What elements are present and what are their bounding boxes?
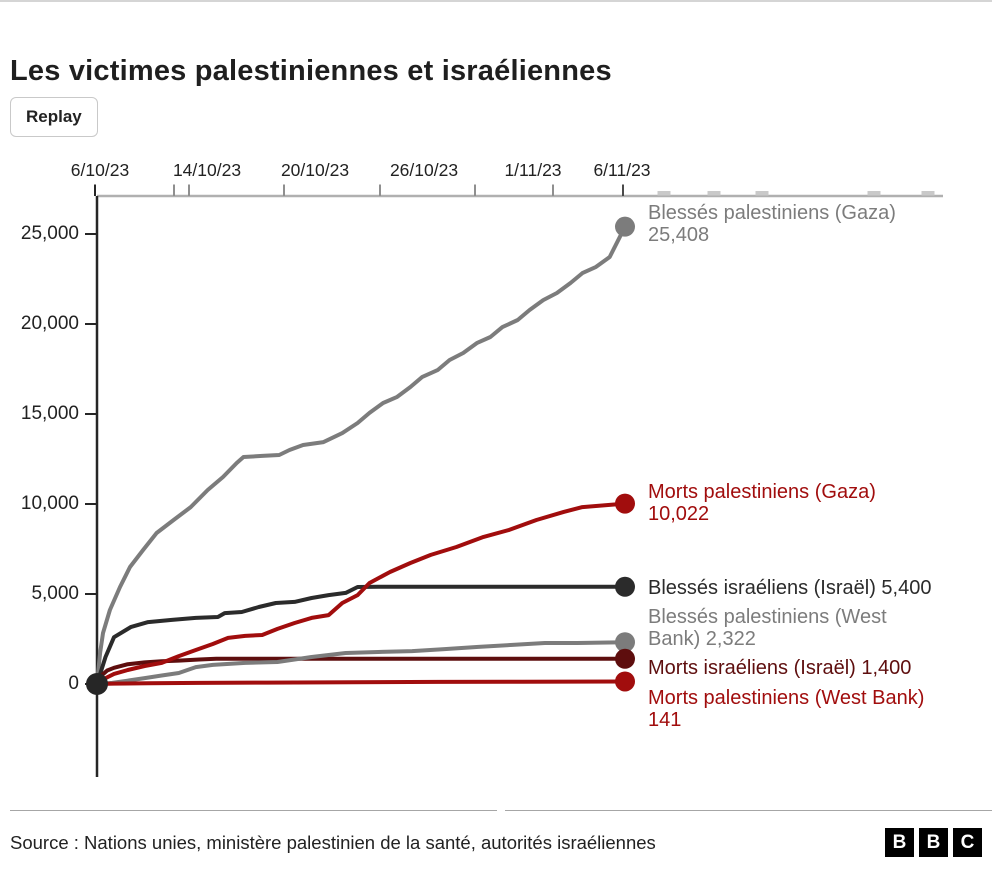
x-axis-minor-mark [755,191,769,196]
series-label-line: Blessés palestiniens (West [648,606,887,628]
bbc-logo-letter: B [919,828,948,857]
series-end-dot-morts-israeliens [615,648,635,669]
x-tick-label: 26/10/23 [389,160,459,180]
series-line-morts-palestiniens-gaza [95,501,627,686]
source-attribution: Source : Nations unies, ministère palest… [10,832,656,853]
y-tick-label: 10,000 [20,493,79,514]
series-end-dot-morts-palestiniens-west-bank [615,671,635,692]
series-line-morts-israeliens [95,656,627,686]
series-label-blesses-palestiniens-gaza: Blessés palestiniens (Gaza) 25,408 [648,202,896,246]
series-label-line: Blessés palestiniens (Gaza) [648,202,896,224]
bbc-logo: B B C [885,828,982,857]
footer-divider-right [505,810,992,811]
series-line-blesses-israeliens [95,584,627,686]
series-label-line: Morts palestiniens (Gaza) [648,481,876,503]
series-end-dot-blesses-palestiniens-west-bank [615,632,635,653]
series-label-line: 141 [648,709,682,731]
series-line-blesses-palestiniens-gaza [95,224,627,686]
footer-divider-left [10,810,497,811]
series-label-blesses-israeliens: Blessés israéliens (Israël) 5,400 [648,577,931,599]
y-tick-label: 15,000 [20,403,79,424]
x-tick-label: 6/10/23 [70,160,130,180]
x-tick-label: 6/11/23 [593,160,651,180]
series-label-morts-palestiniens-west-bank: Morts palestiniens (West Bank) 141 [648,687,924,731]
bbc-logo-letter: B [885,828,914,857]
x-tick-label: 20/10/23 [280,160,350,180]
y-tick-label: 0 [68,673,79,694]
x-axis-minor-mark [657,191,671,196]
series-end-dot-morts-palestiniens-gaza [615,493,635,514]
series-line-blesses-palestiniens-west-bank [95,640,627,686]
y-tick-label: 25,000 [20,223,79,244]
x-tick-label: 14/10/23 [172,160,242,180]
series-line-morts-palestiniens-west-bank [95,679,627,686]
top-border-line [0,0,992,2]
x-axis-minor-mark [867,191,881,196]
series-end-dot-blesses-israeliens [615,576,635,597]
series-label-line: Morts israéliens (Israël) 1,400 [648,657,912,679]
series-label-blesses-palestiniens-west-bank: Blessés palestiniens (West Bank) 2,322 [648,606,887,650]
series-label-line: Morts palestiniens (West Bank) [648,687,925,709]
x-axis-minor-mark [707,191,721,196]
replay-button[interactable]: Replay [10,97,98,137]
y-tick-label: 20,000 [20,313,79,334]
series-label-line: Blessés israéliens (Israël) 5,400 [648,577,932,599]
series-label-line: 25,408 [648,224,710,246]
series-label-morts-israeliens: Morts israéliens (Israël) 1,400 [648,657,911,679]
page-title: Les victimes palestiniennes et israélien… [10,55,612,88]
series-label-line: 10,022 [648,503,710,525]
series-end-dot-blesses-palestiniens-gaza [615,216,635,237]
x-tick-label: 1/11/23 [504,160,562,180]
origin-dot [86,673,108,695]
y-tick-label: 5,000 [31,583,79,604]
series-label-morts-palestiniens-gaza: Morts palestiniens (Gaza) 10,022 [648,481,876,525]
x-axis-minor-mark [921,191,935,196]
bbc-logo-letter: C [953,828,982,857]
series-label-line: Bank) 2,322 [648,628,756,650]
